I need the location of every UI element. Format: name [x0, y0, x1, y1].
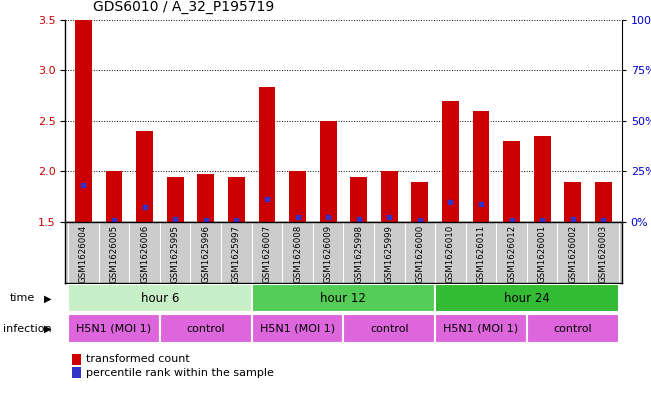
Bar [503, 141, 520, 222]
Text: GSM1626003: GSM1626003 [599, 225, 608, 283]
Text: GSM1625997: GSM1625997 [232, 225, 241, 283]
Bar [473, 111, 490, 222]
Text: GSM1626004: GSM1626004 [79, 225, 88, 283]
Text: transformed count: transformed count [86, 354, 189, 364]
Text: hour 6: hour 6 [141, 292, 179, 305]
Bar [258, 88, 275, 222]
Bar [252, 284, 435, 312]
Text: H5N1 (MOI 1): H5N1 (MOI 1) [443, 323, 519, 334]
Bar [435, 284, 618, 312]
Text: GSM1626012: GSM1626012 [507, 225, 516, 283]
Bar [595, 182, 612, 222]
Bar [442, 101, 459, 222]
Text: hour 24: hour 24 [504, 292, 550, 305]
Bar [75, 20, 92, 222]
Text: infection: infection [3, 323, 52, 334]
Bar [320, 121, 337, 222]
Text: H5N1 (MOI 1): H5N1 (MOI 1) [260, 323, 335, 334]
Text: GSM1626007: GSM1626007 [262, 225, 271, 283]
Text: percentile rank within the sample: percentile rank within the sample [86, 367, 274, 378]
Bar [527, 314, 618, 343]
Text: hour 12: hour 12 [320, 292, 367, 305]
Text: control: control [553, 323, 592, 334]
Text: GSM1625996: GSM1625996 [201, 225, 210, 283]
Text: GSM1626008: GSM1626008 [293, 225, 302, 283]
Bar [197, 174, 214, 222]
Text: control: control [370, 323, 409, 334]
Bar [160, 314, 252, 343]
Bar [534, 136, 551, 222]
Text: ▶: ▶ [44, 323, 52, 334]
Bar [289, 171, 306, 222]
Text: GSM1625999: GSM1625999 [385, 225, 394, 283]
Bar [252, 314, 343, 343]
Text: GSM1626001: GSM1626001 [538, 225, 547, 283]
Text: time: time [10, 293, 35, 303]
Text: GSM1626000: GSM1626000 [415, 225, 424, 283]
Bar [72, 367, 81, 378]
Bar [72, 354, 81, 365]
Bar [228, 176, 245, 222]
Text: GDS6010 / A_32_P195719: GDS6010 / A_32_P195719 [93, 0, 274, 15]
Bar [68, 284, 252, 312]
Text: GSM1625998: GSM1625998 [354, 225, 363, 283]
Text: GSM1626011: GSM1626011 [477, 225, 486, 283]
Bar [105, 171, 122, 222]
Bar [136, 131, 153, 222]
Bar [435, 314, 527, 343]
Text: control: control [186, 323, 225, 334]
Bar [343, 314, 435, 343]
Bar [350, 176, 367, 222]
Bar [564, 182, 581, 222]
Bar [167, 176, 184, 222]
Text: H5N1 (MOI 1): H5N1 (MOI 1) [76, 323, 152, 334]
Text: GSM1625995: GSM1625995 [171, 225, 180, 283]
Bar [411, 182, 428, 222]
Text: GSM1626010: GSM1626010 [446, 225, 455, 283]
Text: ▶: ▶ [44, 293, 52, 303]
Text: GSM1626009: GSM1626009 [324, 225, 333, 283]
Text: GSM1626006: GSM1626006 [140, 225, 149, 283]
Bar [68, 314, 160, 343]
Text: GSM1626002: GSM1626002 [568, 225, 577, 283]
Bar [381, 171, 398, 222]
Text: GSM1626005: GSM1626005 [109, 225, 118, 283]
